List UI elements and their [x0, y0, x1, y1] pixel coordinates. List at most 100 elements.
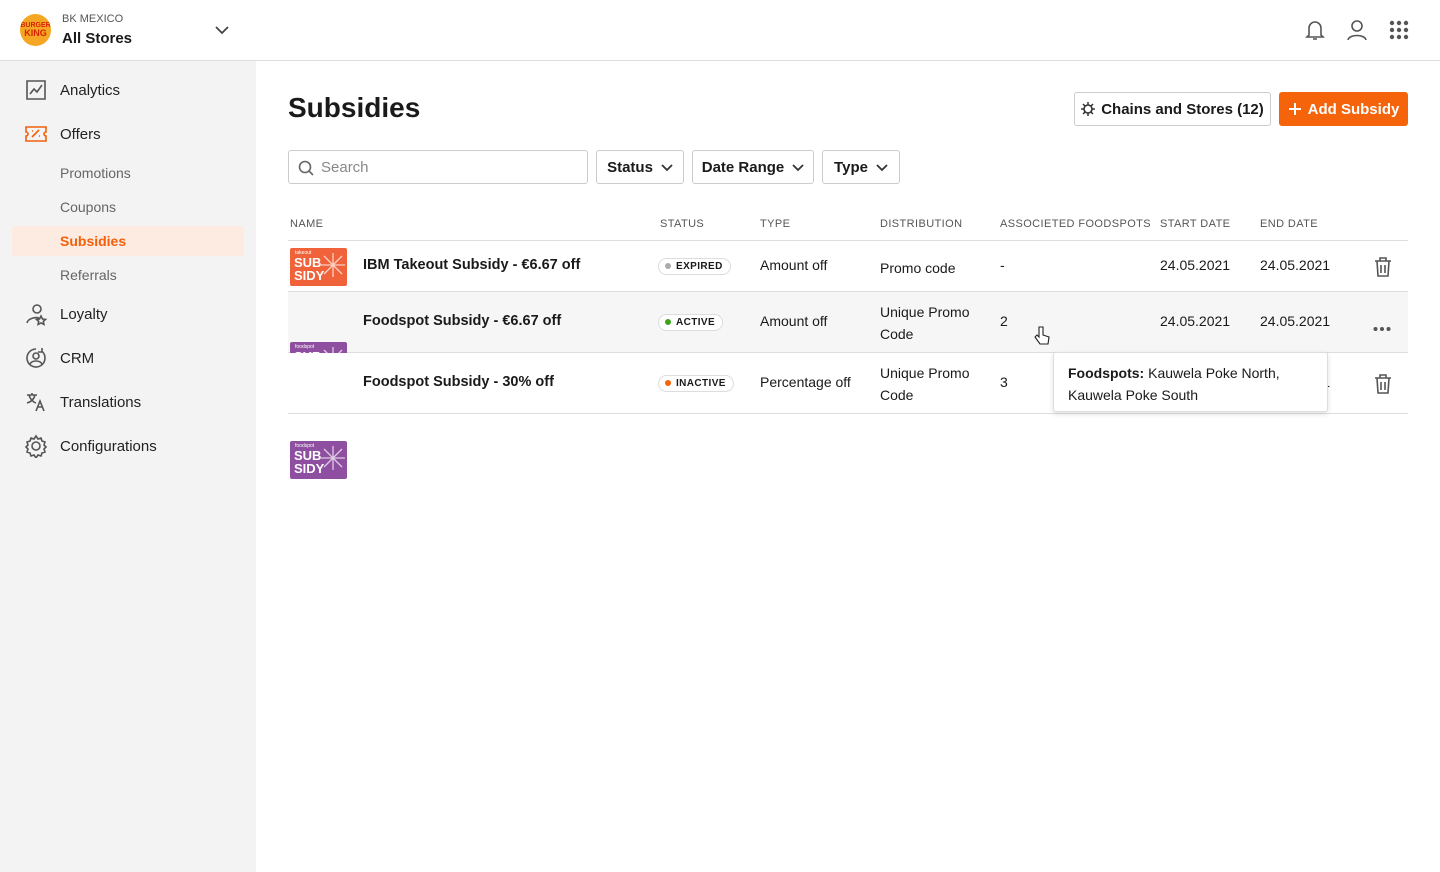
filter-dropdown[interactable]: Status — [596, 150, 684, 184]
status-text: ACTIVE — [676, 316, 716, 328]
sidebar: Analytics Offers Promotions Coupons Subsidie… — [0, 61, 256, 872]
nav-item[interactable]: Loyalty — [0, 297, 256, 331]
column-header: DISTRIBUTION — [880, 218, 963, 230]
search-placeholder: Search — [321, 159, 369, 176]
tooltip-text: Kauwela Poke North, Kauwela Poke South — [1068, 365, 1280, 403]
tooltip: Foodspots: Kauwela Poke North, Kauwela P… — [1053, 352, 1328, 412]
thumbnail-text: SIDY — [294, 460, 325, 476]
logo[interactable]: BURGER KING — [20, 14, 51, 46]
column-header: NAME — [290, 218, 324, 230]
nav-label: Analytics — [60, 81, 121, 99]
search-input[interactable]: Search — [288, 150, 588, 184]
status-badge: ACTIVE — [658, 313, 724, 331]
status-dot — [665, 380, 671, 386]
nav-item[interactable]: Offers — [0, 117, 256, 151]
row-name[interactable]: Foodspot Subsidy - €6.67 off — [363, 312, 562, 329]
thumbnail-brand: foodspot — [295, 343, 315, 350]
status-dot — [665, 263, 671, 269]
org-name: BK MEXICO — [62, 13, 124, 25]
chains-button[interactable]: Chains and Stores (12) — [1074, 92, 1271, 126]
row-start: 24.05.2021 — [1160, 312, 1231, 329]
column-header: ASSOCIETED FOODSPOTS — [1000, 218, 1152, 230]
store-name[interactable]: All Stores — [62, 30, 133, 47]
notifications-icon[interactable] — [1304, 18, 1326, 42]
row-type: Amount off — [760, 256, 828, 273]
nav-subitem[interactable]: Coupons — [0, 190, 256, 224]
row-foodspots: 2 — [1000, 312, 1008, 329]
filter-dropdown[interactable]: Date Range — [692, 150, 814, 184]
nav-label: CRM — [60, 349, 95, 367]
nav-item[interactable]: Translations — [0, 385, 256, 419]
nav-label: Loyalty — [60, 305, 108, 323]
nav-label: Configurations — [60, 437, 157, 455]
main: Subsidies Chains and Stores (12) Add Sub… — [256, 0, 1440, 872]
row-end: 24.05.2021 — [1260, 256, 1331, 273]
row-name[interactable]: IBM Takeout Subsidy - €6.67 off — [363, 256, 581, 273]
row-distribution: Unique Promo Code — [880, 303, 970, 342]
nav-subitem[interactable]: Subsidies — [12, 226, 244, 256]
delete-button[interactable] — [1374, 373, 1392, 399]
filter-dropdown[interactable]: Type — [822, 150, 900, 184]
column-header: END DATE — [1260, 218, 1319, 230]
status-badge: EXPIRED — [658, 257, 731, 275]
status-dot — [665, 319, 671, 325]
thumbnail: takeout SUB SIDY — [290, 247, 347, 286]
filter-label: Date Range — [701, 158, 785, 176]
top-bar: BURGER KING BK MEXICO All Stores — [0, 0, 1440, 61]
table-row[interactable] — [288, 292, 1408, 353]
column-header: START DATE — [1160, 218, 1231, 230]
thumbnail-text: SUB — [294, 254, 322, 270]
column-header: TYPE — [760, 218, 791, 230]
logo-text: BURGER — [20, 22, 51, 29]
nav-icon — [26, 304, 48, 326]
nav-label: Offers — [60, 125, 101, 143]
header-divider — [288, 240, 1408, 241]
search-icon — [298, 160, 314, 176]
status-text: INACTIVE — [676, 377, 726, 389]
row-foodspots: - — [1000, 256, 1005, 273]
status-badge: INACTIVE — [658, 374, 734, 392]
nav-item[interactable]: CRM — [0, 341, 256, 375]
row-distribution: Promo code — [880, 259, 956, 276]
nav-subitem[interactable]: Referrals — [0, 258, 256, 292]
more-button[interactable] — [1373, 319, 1391, 337]
add-button[interactable]: Add Subsidy — [1279, 92, 1408, 126]
nav-label: Referrals — [60, 267, 117, 283]
column-header: STATUS — [660, 218, 705, 230]
row-foodspots: 3 — [1000, 373, 1008, 390]
thumbnail-text: SIDY — [294, 267, 325, 283]
nav-label: Coupons — [60, 199, 117, 215]
chevron — [792, 161, 804, 173]
row-end: 24.05.2021 — [1260, 312, 1331, 329]
button-label: Add Subsidy — [1307, 100, 1400, 118]
nav-icon — [26, 393, 45, 412]
row-type: Percentage off — [760, 373, 851, 390]
cursor — [1034, 326, 1050, 345]
apps-icon[interactable] — [1389, 20, 1409, 40]
nav-subitem[interactable]: Promotions — [0, 156, 256, 190]
row-start: 24.05.2021 — [1160, 256, 1231, 273]
thumbnail-brand: foodspot — [295, 442, 315, 449]
store-dropdown[interactable] — [214, 22, 230, 38]
gear-icon — [1081, 102, 1096, 116]
thumbnail-text: SUB — [294, 447, 322, 463]
chevron — [661, 161, 673, 173]
table-row[interactable] — [288, 241, 1408, 292]
nav-item[interactable]: Analytics — [0, 73, 256, 107]
filter-label: Status — [607, 158, 653, 176]
nav-label: Translations — [60, 393, 142, 411]
profile-icon[interactable] — [1346, 18, 1368, 42]
nav-icon — [26, 348, 46, 368]
delete-button[interactable] — [1374, 256, 1392, 282]
nav-icon — [26, 80, 46, 100]
tooltip-label: Foodspots: — [1068, 365, 1145, 381]
status-text: EXPIRED — [676, 260, 723, 272]
nav-item[interactable]: Configurations — [0, 429, 256, 463]
chevron — [876, 161, 888, 173]
nav-label: Promotions — [60, 165, 131, 181]
nav-icon — [25, 126, 47, 142]
row-name[interactable]: Foodspot Subsidy - 30% off — [363, 373, 554, 390]
button-label: Chains and Stores (12) — [1101, 100, 1264, 118]
